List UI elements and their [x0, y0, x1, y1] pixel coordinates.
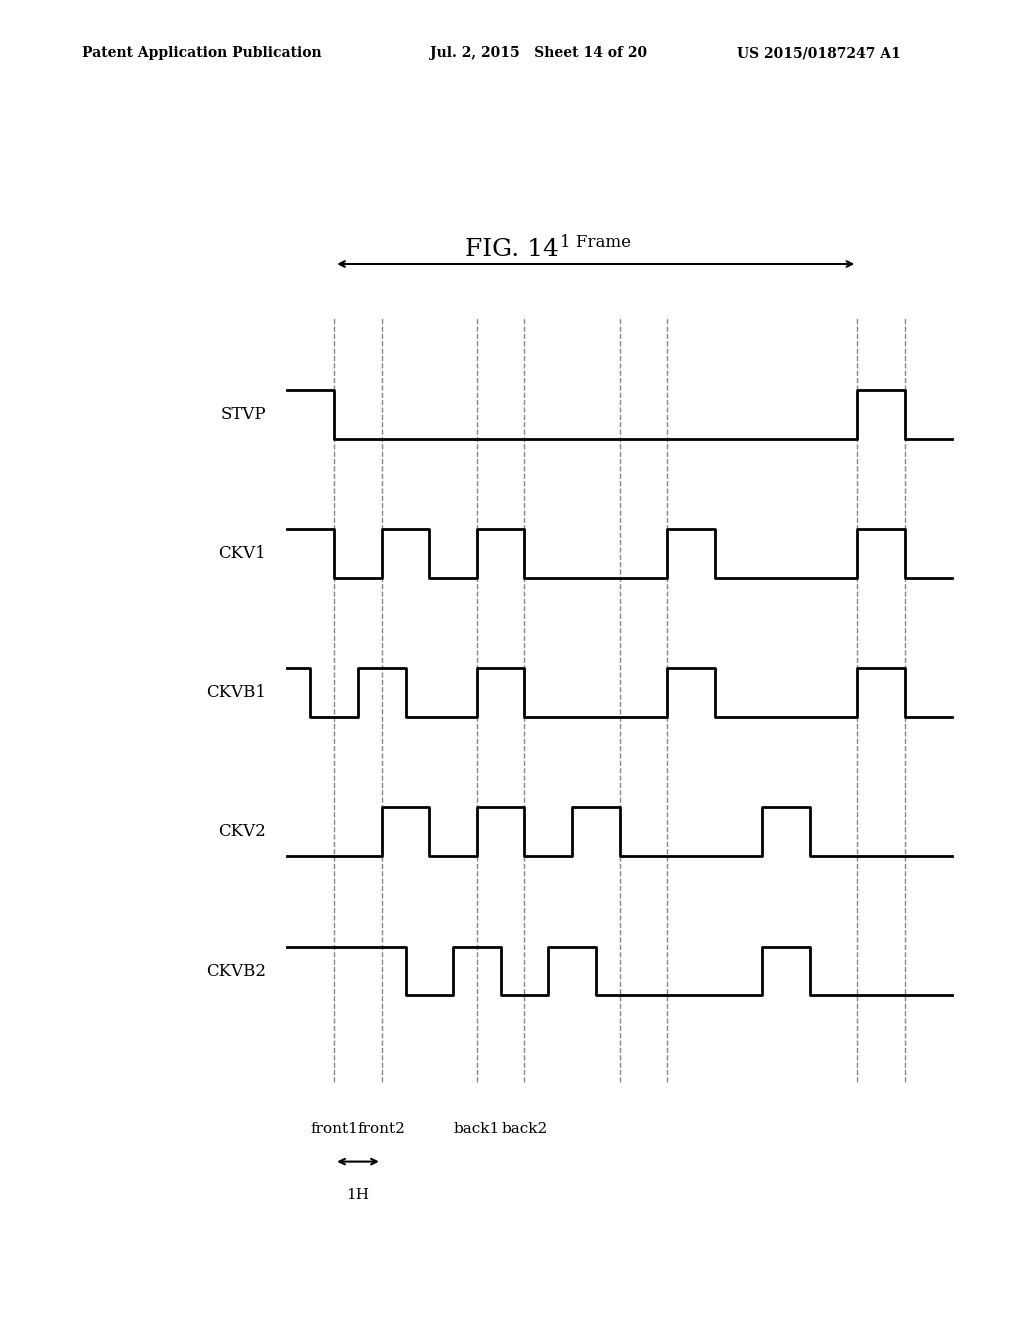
- Text: front1: front1: [310, 1122, 358, 1137]
- Text: US 2015/0187247 A1: US 2015/0187247 A1: [737, 46, 901, 61]
- Text: Patent Application Publication: Patent Application Publication: [82, 46, 322, 61]
- Text: FIG. 14: FIG. 14: [465, 238, 559, 260]
- Text: CKVB1: CKVB1: [206, 684, 266, 701]
- Text: CKVB2: CKVB2: [206, 962, 266, 979]
- Text: CKV1: CKV1: [218, 545, 266, 562]
- Text: 1 Frame: 1 Frame: [560, 234, 631, 251]
- Text: front2: front2: [357, 1122, 406, 1137]
- Text: back1: back1: [454, 1122, 500, 1137]
- Text: Jul. 2, 2015   Sheet 14 of 20: Jul. 2, 2015 Sheet 14 of 20: [430, 46, 647, 61]
- Text: back2: back2: [502, 1122, 548, 1137]
- Text: CKV2: CKV2: [218, 824, 266, 841]
- Text: STVP: STVP: [220, 405, 266, 422]
- Text: 1H: 1H: [346, 1188, 370, 1203]
